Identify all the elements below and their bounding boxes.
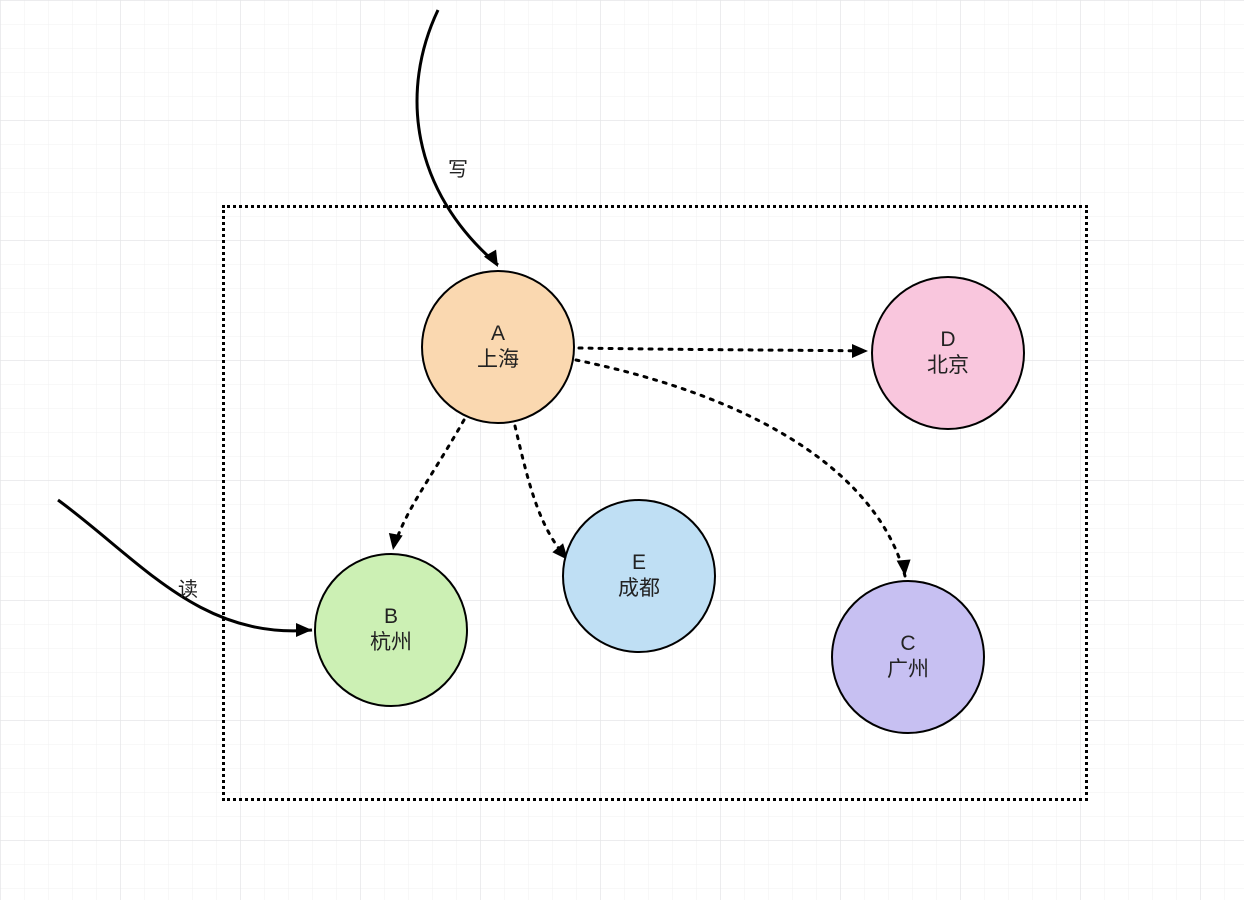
edge-read-in <box>58 500 312 631</box>
edge-label-write-in: 写 <box>448 153 468 182</box>
node-id: D <box>940 327 955 353</box>
node-id: A <box>491 321 505 347</box>
node-label: 杭州 <box>370 630 412 656</box>
arrowhead-write-in <box>484 250 504 271</box>
edge-A-D <box>579 348 868 351</box>
edge-A-B <box>393 420 464 550</box>
node-id: B <box>384 604 398 630</box>
node-label: 成都 <box>618 576 660 602</box>
arrowhead-A-C <box>897 559 912 576</box>
node-label: 广州 <box>887 657 929 683</box>
arrowhead-read-in <box>296 623 312 637</box>
node-E: E成都 <box>562 499 716 653</box>
node-C: C广州 <box>831 580 985 734</box>
node-label: 上海 <box>477 347 519 373</box>
edge-A-E <box>515 426 570 562</box>
node-A: A上海 <box>421 270 575 424</box>
edge-write-in <box>417 10 498 265</box>
diagram-canvas: A上海 B杭州 C广州 D北京 E成都 写读 <box>0 0 1244 900</box>
arrowhead-A-B <box>386 533 403 551</box>
node-id: E <box>632 550 646 576</box>
edge-label-read-in: 读 <box>178 573 198 602</box>
edges-layer <box>0 0 1244 900</box>
node-label: 北京 <box>927 353 969 379</box>
node-id: C <box>900 631 915 657</box>
node-D: D北京 <box>871 276 1025 430</box>
node-B: B杭州 <box>314 553 468 707</box>
arrowhead-A-D <box>852 344 868 358</box>
